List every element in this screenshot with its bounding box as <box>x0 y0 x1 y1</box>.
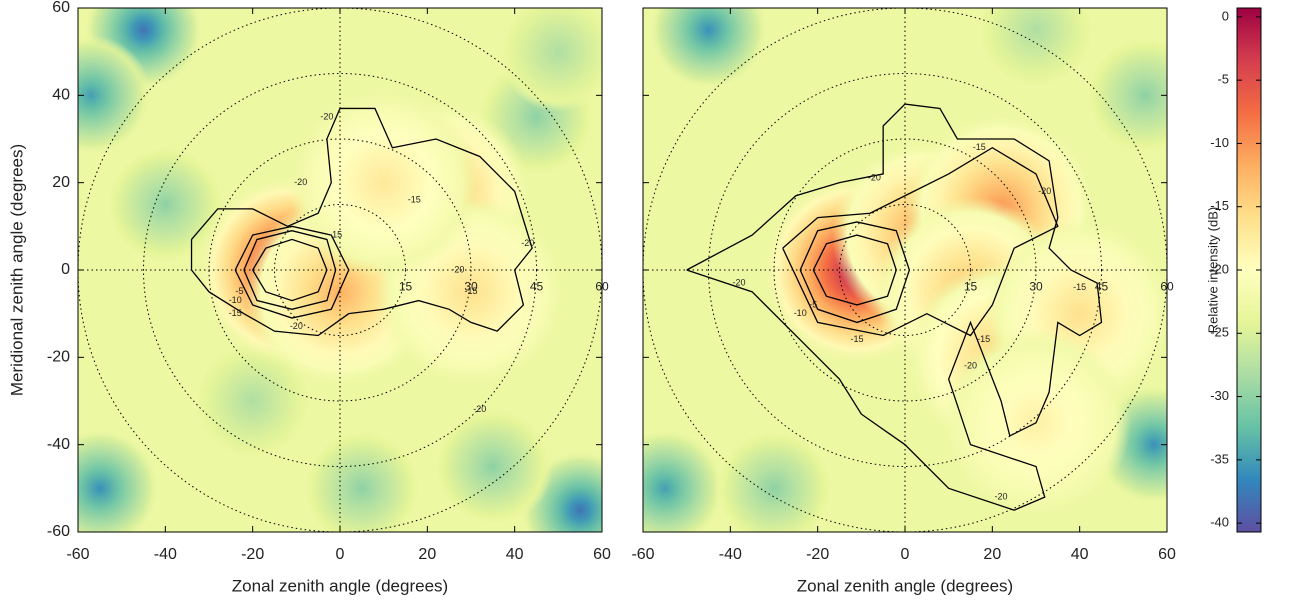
intensity-peak <box>78 35 152 156</box>
colorbar-tick-label: -15 <box>1210 198 1229 213</box>
y-tick-label: -20 <box>47 349 70 366</box>
x-tick-label: 0 <box>336 546 345 563</box>
contour-label: -20 <box>995 491 1008 501</box>
contour-label: -15 <box>1073 282 1086 292</box>
y-tick-label: -40 <box>47 436 70 453</box>
intensity-peak <box>1085 35 1167 156</box>
x-axis-label: Zonal zenith angle (degrees) <box>232 576 448 595</box>
intensity-peak <box>288 87 479 278</box>
contour-line <box>686 103 1103 511</box>
zenith-ring <box>773 138 1037 402</box>
y-tick-label: -60 <box>47 523 70 540</box>
colorbar-tick-label: -35 <box>1210 451 1229 466</box>
zenith-ring <box>274 204 406 336</box>
contour-label: -15 <box>977 334 990 344</box>
colorbar-tick-label: -30 <box>1210 388 1229 403</box>
y-axis-label: Meridional zenith angle (degrees) <box>7 144 26 396</box>
intensity-peak <box>714 428 834 532</box>
x-tick-label: -20 <box>806 546 829 563</box>
x-tick-label: 20 <box>983 546 1001 563</box>
ring-label: 45 <box>1095 280 1109 294</box>
contour-label: -15 <box>408 195 421 205</box>
ring-label: 30 <box>464 280 478 294</box>
y-tick-label: 0 <box>61 261 70 278</box>
contour-label: -15 <box>850 334 863 344</box>
contour-label: -5 <box>236 286 244 296</box>
contour-line <box>812 234 897 306</box>
contour-label: -20 <box>473 404 486 414</box>
zenith-ring <box>839 204 971 336</box>
colorbar-label: Relative intensity (dB) <box>1205 207 1220 333</box>
contour-line <box>782 146 1059 337</box>
zenith-ring <box>708 73 1102 467</box>
contour-label: -20 <box>964 360 977 370</box>
contour-line <box>243 230 337 310</box>
x-tick-label: -20 <box>241 546 264 563</box>
intensity-peak <box>648 8 769 90</box>
contour-label: -15 <box>229 308 242 318</box>
plot-area: -20 -20 -15 -15 -20 -20 -15 -10-5 -15 -20 -20 <box>78 8 602 532</box>
contour-label: -10 <box>794 308 807 318</box>
contour-label: -20 <box>294 177 307 187</box>
colorbar-tick-label: 0 <box>1222 8 1229 23</box>
x-tick-label: 0 <box>901 546 910 563</box>
colorbar-tick-label: -10 <box>1210 135 1229 150</box>
colorbar-tick-label: -20 <box>1210 261 1229 276</box>
ring-label: 30 <box>1029 280 1043 294</box>
x-tick-label: 20 <box>418 546 436 563</box>
x-tick-label: -60 <box>631 546 654 563</box>
intensity-peak <box>432 406 553 527</box>
contour-line <box>799 221 911 324</box>
contour-label: -20 <box>733 277 746 287</box>
x-axis-label: Zonal zenith angle (degrees) <box>797 576 1013 595</box>
x-tick-label: -40 <box>154 546 177 563</box>
y-tick-label: 40 <box>52 87 70 104</box>
ring-label: 15 <box>399 280 413 294</box>
contour-label: -5 <box>809 299 817 309</box>
contour-label: -20 <box>290 321 303 331</box>
colorbar-tick-label: -40 <box>1210 515 1229 530</box>
x-tick-label: 60 <box>593 546 611 563</box>
contour-label: -10 <box>229 295 242 305</box>
contour-label: -15 <box>973 142 986 152</box>
ring-label: 15 <box>964 280 978 294</box>
intensity-peak <box>643 428 725 532</box>
intensity-peak <box>192 341 313 461</box>
colorbar-tick-label: -5 <box>1217 72 1229 87</box>
y-tick-label: 20 <box>52 174 70 191</box>
contour-label: -15 <box>464 286 477 296</box>
contour-line <box>190 107 533 337</box>
zenith-ring <box>143 73 537 467</box>
x-tick-label: -40 <box>719 546 742 563</box>
colorbar-tick-label: -25 <box>1210 325 1229 340</box>
y-tick-label: 60 <box>52 0 70 16</box>
contour-label: -20 <box>451 264 464 274</box>
intensity-peak <box>78 428 160 532</box>
intensity-peak <box>301 428 422 532</box>
x-tick-label: -60 <box>66 546 89 563</box>
contour-line <box>234 225 350 319</box>
x-tick-label: 40 <box>1071 546 1089 563</box>
x-tick-label: 40 <box>506 546 524 563</box>
zenith-ring <box>208 138 472 402</box>
contour-label: -20 <box>868 173 881 183</box>
x-tick-label: 60 <box>1158 546 1176 563</box>
contour-label: -20 <box>1038 186 1051 196</box>
contour-label: -20 <box>320 112 333 122</box>
contour-label: -15 <box>329 229 342 239</box>
plot-area: -15 -20 -20 -15 -10-5 -15 -20 -15 -20 -20 <box>643 8 1167 532</box>
contour-line <box>252 238 328 302</box>
intensity-peak <box>498 8 602 112</box>
ring-label: 45 <box>530 280 544 294</box>
contour-label: -20 <box>521 238 534 248</box>
